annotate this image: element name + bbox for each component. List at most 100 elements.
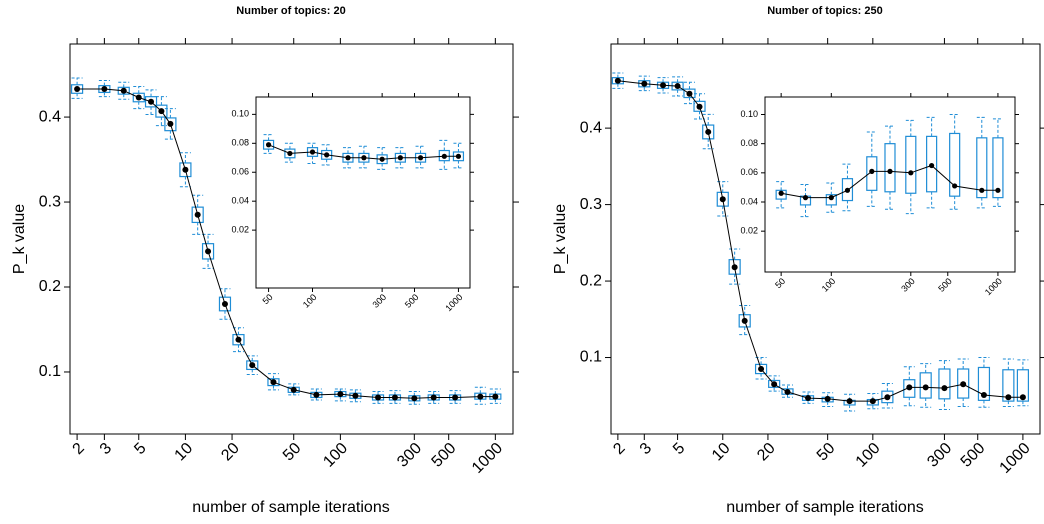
median-point <box>74 86 81 93</box>
y-tick-label: 0.3 <box>580 196 602 213</box>
median-point <box>884 394 891 401</box>
y-axis-label: P_k value <box>11 204 28 274</box>
box <box>246 360 259 371</box>
box <box>611 77 624 85</box>
x-tick-label: 10 <box>172 440 197 465</box>
x-tick-label: 1000 <box>997 440 1034 477</box>
x-tick-label: 10 <box>709 440 734 465</box>
box <box>992 137 1004 199</box>
median-point <box>235 336 242 343</box>
median-point <box>313 391 320 398</box>
box <box>191 206 204 224</box>
x-tick-label: 100 <box>320 440 351 471</box>
box <box>321 149 333 160</box>
y-tick-label: 0.02 <box>231 224 249 234</box>
median-point <box>929 162 935 169</box>
x-axis-label: number of sample iterations <box>192 499 389 516</box>
median-point <box>828 195 834 201</box>
box <box>881 390 894 404</box>
box <box>775 189 787 200</box>
median-point <box>960 381 967 388</box>
x-tick-label: 300 <box>394 440 425 471</box>
median-point <box>824 395 831 402</box>
median-point <box>731 264 738 271</box>
x-tick-label: 100 <box>853 440 884 471</box>
median-point <box>674 83 681 90</box>
box <box>938 368 951 400</box>
box <box>949 132 961 197</box>
median-point <box>869 168 875 174</box>
median-point <box>287 150 293 157</box>
median-point <box>778 190 784 196</box>
x-tick-label: 3 <box>97 440 115 458</box>
median-point <box>844 187 851 193</box>
y-tick-label: 0.02 <box>740 226 758 236</box>
inset-frame <box>255 96 471 289</box>
box <box>716 191 729 207</box>
median-point <box>719 196 726 203</box>
median-point <box>391 394 398 401</box>
box <box>132 92 145 103</box>
y-tick-label: 0.10 <box>231 109 249 119</box>
x-tick-label: 50 <box>814 440 839 465</box>
box <box>976 137 988 199</box>
x-tick-label: 5 <box>670 440 688 458</box>
box <box>884 143 896 193</box>
x-axis-label: number of sample iterations <box>726 499 923 516</box>
panel-title: Number of topics: 20 <box>236 5 345 17</box>
y-tick-label: 0.3 <box>39 193 61 210</box>
box <box>262 139 275 150</box>
median-point <box>887 168 893 174</box>
median-point <box>686 90 693 97</box>
median-point <box>221 301 228 307</box>
x-tick-label: 3 <box>637 440 655 458</box>
y-axis-label: P_k value <box>552 204 569 274</box>
median-point <box>249 362 256 369</box>
median-point <box>205 248 212 255</box>
box <box>179 162 192 178</box>
median-point <box>805 395 812 402</box>
box <box>117 86 130 95</box>
box <box>201 243 215 260</box>
median-point <box>101 86 108 93</box>
median-point <box>270 379 277 386</box>
box <box>738 314 751 328</box>
median-point <box>345 155 351 161</box>
median-point <box>375 394 382 401</box>
median-point <box>979 187 985 193</box>
box <box>232 333 245 346</box>
median-point <box>846 398 853 405</box>
box <box>903 379 916 398</box>
box <box>957 368 970 399</box>
median-point <box>397 155 403 161</box>
x-tick-label: 5 <box>131 440 149 458</box>
median-point <box>290 386 297 393</box>
median-point <box>477 393 484 400</box>
y-tick-label: 0.06 <box>231 167 249 177</box>
median-point <box>135 94 142 101</box>
box <box>218 296 232 312</box>
median-point <box>452 394 459 401</box>
x-tick-label: 1000 <box>469 440 506 477</box>
y-tick-label: 0.2 <box>580 272 602 289</box>
median-point <box>324 152 330 158</box>
median-point <box>309 149 316 155</box>
y-tick-label: 0.1 <box>580 349 602 366</box>
y-tick-label: 0.1 <box>39 363 61 380</box>
box <box>768 379 781 388</box>
box <box>866 156 878 191</box>
median-point <box>352 392 359 399</box>
median-point <box>802 195 809 201</box>
median-point <box>906 384 913 391</box>
panel-title: Number of topics: 250 <box>767 5 883 17</box>
y-tick-label: 0.04 <box>740 196 758 206</box>
median-point <box>379 156 385 162</box>
y-tick-label: 0.2 <box>39 278 61 295</box>
median-point <box>758 366 765 372</box>
box <box>144 96 158 108</box>
x-tick-label: 500 <box>429 440 460 471</box>
median-point <box>441 153 447 159</box>
median-point <box>614 77 621 84</box>
median-point <box>995 187 1001 193</box>
median-point <box>148 98 155 105</box>
